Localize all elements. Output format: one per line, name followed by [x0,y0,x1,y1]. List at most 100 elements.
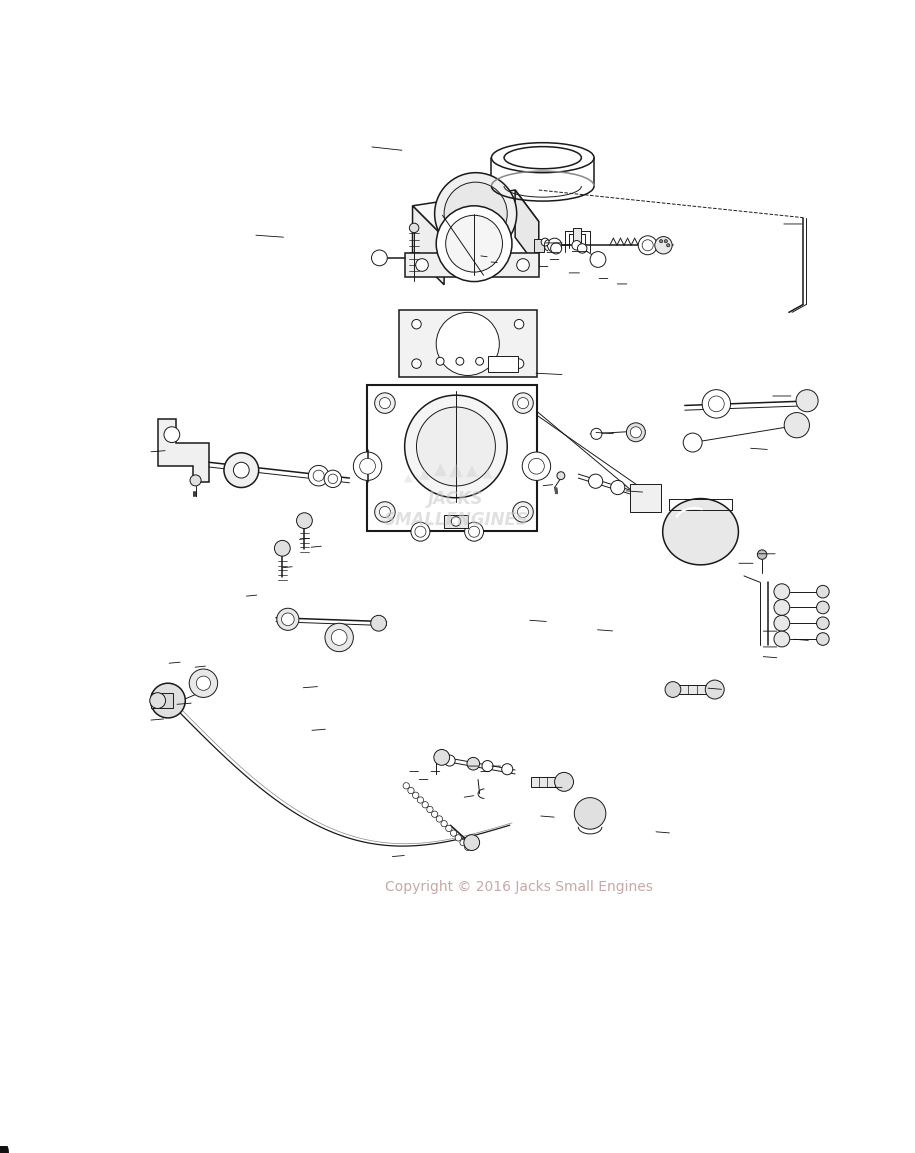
Text: 41: 41 [0,1146,9,1153]
Circle shape [464,835,479,851]
Circle shape [467,758,479,770]
Circle shape [667,243,670,247]
Circle shape [630,427,641,438]
Text: ▲: ▲ [404,473,413,483]
Circle shape [380,398,391,408]
Circle shape [422,801,428,808]
Polygon shape [413,190,539,238]
Text: 33: 33 [0,1146,9,1153]
Circle shape [577,243,587,254]
Text: 5: 5 [0,1145,5,1153]
Circle shape [426,806,433,813]
Text: 40: 40 [0,1146,9,1153]
Text: 25: 25 [0,1145,9,1153]
Circle shape [774,631,790,647]
Circle shape [197,676,210,691]
Circle shape [450,830,457,836]
Text: 22: 22 [0,1146,9,1153]
Polygon shape [413,206,444,285]
Circle shape [441,821,447,827]
Text: 20: 20 [0,1146,9,1153]
Circle shape [328,474,338,483]
Text: 37: 37 [0,1145,9,1153]
Circle shape [408,787,414,793]
Circle shape [436,312,500,376]
Text: 15: 15 [0,1146,9,1153]
Circle shape [282,613,295,626]
Text: ▲: ▲ [419,466,430,481]
Circle shape [325,624,353,651]
Circle shape [642,240,653,251]
Circle shape [353,452,382,481]
Circle shape [708,395,725,412]
Circle shape [684,434,702,452]
Circle shape [436,206,512,281]
Polygon shape [515,190,539,269]
Text: Copyright © 2016 Jacks Small Engines: Copyright © 2016 Jacks Small Engines [385,880,653,894]
Text: 26: 26 [0,1146,9,1153]
Circle shape [432,811,437,817]
Circle shape [274,541,290,556]
Circle shape [150,693,166,708]
Circle shape [551,243,562,254]
Circle shape [413,792,419,798]
Circle shape [460,839,467,846]
Circle shape [476,357,483,366]
Circle shape [512,502,533,522]
Circle shape [444,182,507,246]
Circle shape [705,680,725,699]
Circle shape [468,526,479,537]
Text: 8: 8 [0,1145,5,1153]
Circle shape [416,407,495,485]
Circle shape [774,600,790,616]
Text: 12: 12 [0,1145,9,1153]
Circle shape [444,755,455,766]
Circle shape [514,359,523,368]
Text: 11: 11 [0,1145,10,1153]
Circle shape [151,684,185,718]
Circle shape [224,453,259,488]
Circle shape [522,452,551,481]
Circle shape [512,393,533,413]
Text: ▲: ▲ [449,460,463,478]
Circle shape [412,319,421,329]
Text: 10: 10 [0,1145,10,1153]
Circle shape [514,319,523,329]
Circle shape [411,522,430,541]
Circle shape [380,506,391,518]
Circle shape [465,522,483,541]
Circle shape [455,835,461,841]
Text: ▲: ▲ [434,461,447,480]
Text: 39: 39 [0,1146,9,1153]
Circle shape [591,429,602,439]
Circle shape [451,517,460,526]
Circle shape [664,240,667,243]
Text: ▲: ▲ [483,467,492,480]
Text: 23: 23 [0,1146,9,1153]
Circle shape [482,761,493,771]
Circle shape [446,216,502,272]
Circle shape [610,481,625,495]
Circle shape [639,236,657,255]
Circle shape [308,466,328,485]
Text: 2: 2 [0,1145,5,1153]
Circle shape [296,513,312,528]
Circle shape [374,502,395,522]
Circle shape [190,475,201,485]
Text: 19: 19 [0,1146,9,1153]
Circle shape [529,459,544,474]
Text: 36: 36 [0,1146,9,1153]
Circle shape [436,816,443,822]
Text: 27: 27 [0,1146,9,1153]
Text: 3: 3 [0,1145,5,1153]
Text: 38: 38 [0,1146,9,1153]
Circle shape [660,240,662,243]
FancyBboxPatch shape [673,685,713,694]
Circle shape [414,526,426,537]
Circle shape [774,616,790,631]
Text: 34: 34 [0,1146,9,1153]
Text: 28: 28 [0,1146,9,1153]
Text: 1: 1 [0,1145,5,1153]
Text: 31: 31 [0,1146,10,1153]
FancyBboxPatch shape [444,515,468,528]
